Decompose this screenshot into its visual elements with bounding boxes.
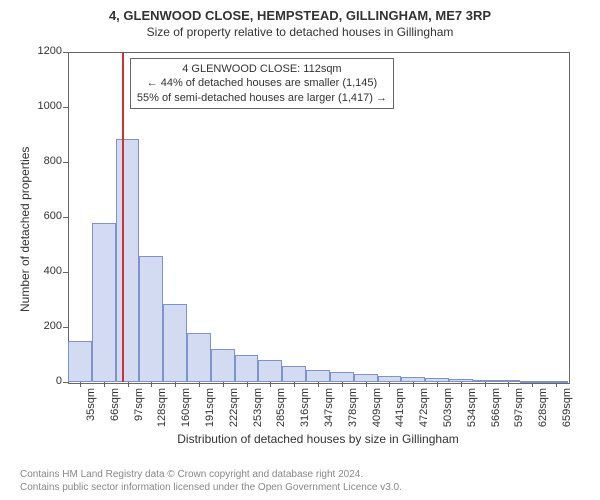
x-tick-label: 503sqm — [442, 388, 454, 448]
attribution-text: Contains HM Land Registry data © Crown c… — [20, 469, 402, 494]
histogram-bar — [306, 370, 330, 382]
attribution-line-2: Contains public sector information licen… — [20, 482, 402, 495]
histogram-bar — [116, 139, 140, 382]
x-tick-label: 128sqm — [156, 388, 168, 448]
x-tick-label: 566sqm — [490, 388, 502, 448]
histogram-bar — [211, 349, 235, 382]
histogram-bar — [401, 377, 425, 382]
y-tick-label: 1200 — [28, 45, 62, 57]
y-tick-label: 600 — [28, 210, 62, 222]
histogram-bar — [425, 378, 449, 382]
histogram-bar — [163, 304, 187, 382]
x-tick-label: 35sqm — [85, 388, 97, 448]
histogram-bar — [473, 380, 497, 382]
x-tick-label: 378sqm — [347, 388, 359, 448]
x-tick-label: 66sqm — [109, 388, 121, 448]
histogram-bar — [282, 366, 306, 383]
callout-box: 4 GLENWOOD CLOSE: 112sqm ← 44% of detach… — [130, 58, 394, 109]
y-axis-label: Number of detached properties — [18, 147, 32, 312]
histogram-bar — [520, 381, 544, 383]
y-tick-label: 1000 — [28, 100, 62, 112]
x-tick-label: 222sqm — [228, 388, 240, 448]
histogram-bar — [235, 355, 259, 383]
reference-line — [122, 52, 124, 382]
x-tick-label: 160sqm — [180, 388, 192, 448]
y-tick-label: 800 — [28, 155, 62, 167]
histogram-bar — [92, 223, 116, 383]
histogram-bar — [330, 372, 354, 382]
histogram-bar — [544, 381, 568, 383]
page-title: 4, GLENWOOD CLOSE, HEMPSTEAD, GILLINGHAM… — [0, 0, 600, 23]
histogram-bar — [449, 379, 473, 382]
x-tick-label: 316sqm — [299, 388, 311, 448]
x-tick-label: 628sqm — [537, 388, 549, 448]
callout-line-3: 55% of semi-detached houses are larger (… — [137, 91, 387, 105]
callout-line-2: ← 44% of detached houses are smaller (1,… — [137, 76, 387, 90]
histogram-bar — [187, 333, 211, 383]
x-tick-label: 441sqm — [394, 388, 406, 448]
page-subtitle: Size of property relative to detached ho… — [0, 23, 600, 45]
x-tick-label: 285sqm — [275, 388, 287, 448]
x-tick-label: 191sqm — [204, 388, 216, 448]
x-tick-label: 347sqm — [323, 388, 335, 448]
x-tick-label: 659sqm — [561, 388, 573, 448]
y-tick-label: 200 — [28, 320, 62, 332]
histogram-bar — [354, 374, 378, 382]
x-tick-label: 97sqm — [133, 388, 145, 448]
histogram-bar — [497, 380, 521, 382]
x-tick-label: 253sqm — [252, 388, 264, 448]
x-tick-label: 597sqm — [513, 388, 525, 448]
y-tick-label: 400 — [28, 265, 62, 277]
x-tick-label: 409sqm — [371, 388, 383, 448]
histogram-bar — [139, 256, 163, 383]
x-tick-label: 472sqm — [418, 388, 430, 448]
attribution-line-1: Contains HM Land Registry data © Crown c… — [20, 469, 402, 482]
x-tick-label: 534sqm — [466, 388, 478, 448]
histogram-bar — [258, 360, 282, 382]
histogram-bar — [378, 376, 402, 382]
histogram-bar — [68, 341, 92, 382]
y-tick-label: 0 — [28, 375, 62, 387]
callout-line-1: 4 GLENWOOD CLOSE: 112sqm — [137, 62, 387, 76]
